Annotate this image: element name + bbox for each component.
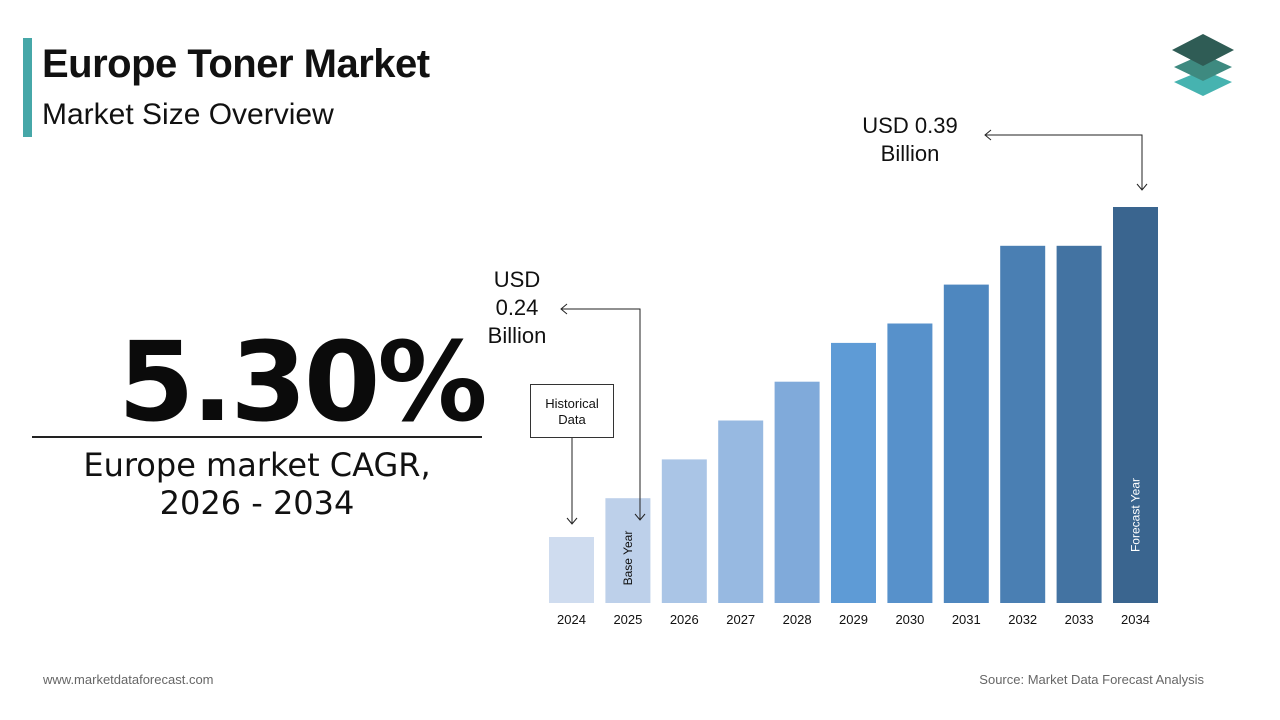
bar-group — [549, 207, 1158, 604]
end-value-arrow — [985, 134, 1143, 190]
bar-2028 — [774, 381, 820, 603]
footer-source: Source: Market Data Forecast Analysis — [979, 672, 1204, 687]
x-tick-2024: 2024 — [557, 612, 586, 627]
page-subtitle: Market Size Overview — [42, 98, 334, 131]
bar-2029 — [831, 342, 876, 603]
title-accent-bar — [23, 38, 32, 137]
bar-2031 — [943, 284, 989, 603]
start-value-arrow — [561, 308, 641, 520]
x-tick-2032: 2032 — [1008, 612, 1037, 627]
end-value-line2: Billion — [880, 141, 940, 166]
x-tick-2033: 2033 — [1065, 612, 1094, 627]
bar-2033 — [1056, 245, 1102, 604]
stacked-layers-icon — [1172, 34, 1234, 96]
cagr-label-line2: 2026 - 2034 — [159, 484, 355, 522]
bar-label-2025: Base Year — [621, 531, 635, 586]
cagr-label-line1: Europe market CAGR, — [83, 446, 431, 484]
start-value-line2: 0.24 — [495, 295, 539, 320]
x-tick-2029: 2029 — [839, 612, 868, 627]
bar-2034 — [1113, 207, 1158, 603]
bar-2030 — [887, 323, 933, 603]
cagr-label: Europe market CAGR, 2026 - 2034 — [32, 446, 482, 522]
start-value-callout: USD 0.24 Billion — [478, 266, 556, 350]
bar-2032 — [1000, 245, 1046, 604]
start-value-line3: Billion — [487, 323, 547, 348]
bar-2025 — [605, 498, 651, 603]
x-tick-2026: 2026 — [670, 612, 699, 627]
end-value-callout: USD 0.39 Billion — [850, 112, 970, 168]
historical-line2: Data — [558, 412, 586, 427]
bar-2026 — [661, 459, 707, 603]
end-value-line1: USD 0.39 — [862, 113, 958, 138]
bar-label-2034: Forecast Year — [1129, 478, 1143, 552]
x-axis-tick-group: 2024 2025 2026 2027 2028 2029 2030 2031 2032 2033… — [557, 612, 1150, 627]
x-tick-2025: 2025 — [613, 612, 642, 627]
callout-arrows — [560, 129, 1148, 525]
x-tick-2031: 2031 — [952, 612, 981, 627]
start-value-line1: USD — [493, 267, 541, 292]
x-tick-2028: 2028 — [783, 612, 812, 627]
x-tick-2030: 2030 — [895, 612, 924, 627]
cagr-divider — [32, 436, 482, 438]
bar-2024 — [549, 537, 594, 603]
x-tick-2034: 2034 — [1121, 612, 1150, 627]
bar-2027 — [718, 420, 764, 603]
footer-website[interactable]: www.marketdataforecast.com — [43, 672, 214, 687]
page-title: Europe Toner Market — [42, 42, 430, 86]
historical-data-box: Historical Data — [530, 384, 614, 438]
x-tick-2027: 2027 — [726, 612, 755, 627]
cagr-value: 5.30% — [118, 318, 488, 446]
bar-label-group: Base Year Forecast Year — [621, 478, 1143, 585]
historical-line1: Historical — [545, 396, 599, 411]
